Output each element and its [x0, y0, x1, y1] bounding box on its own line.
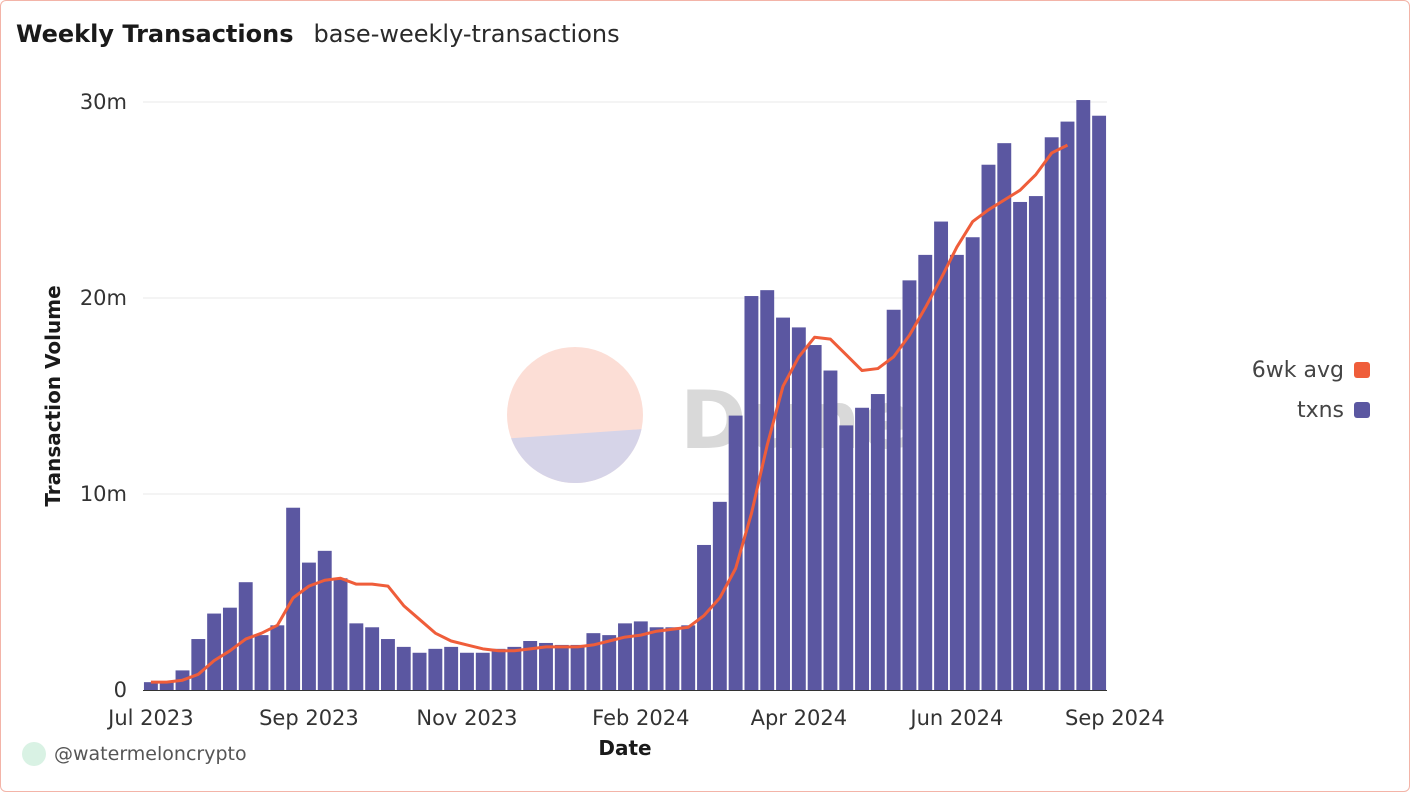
- x-axis-ticks: Jul 2023 Sep 2023 Nov 2023 Feb 2024 Apr 2024…: [106, 706, 1165, 730]
- bar-txns: [554, 644, 569, 690]
- legend-item-txns[interactable]: txns: [1200, 390, 1370, 430]
- bar-txns: [870, 394, 885, 690]
- dune-watermark: Dune: [507, 347, 915, 483]
- bar-series-txns: [143, 100, 1107, 691]
- bar-txns: [317, 550, 332, 690]
- bar-txns: [270, 625, 285, 690]
- bar-txns: [301, 562, 316, 690]
- bar-txns: [349, 623, 364, 690]
- bar-txns: [586, 633, 601, 690]
- bar-txns: [143, 682, 158, 690]
- bar-txns: [428, 648, 443, 690]
- bar-txns: [254, 635, 269, 690]
- bar-txns: [1076, 100, 1091, 691]
- chart-query-name: base-weekly-transactions: [313, 20, 620, 48]
- bar-txns: [855, 407, 870, 690]
- legend-label-6wk-avg: 6wk avg: [1251, 357, 1344, 383]
- legend-label-txns: txns: [1296, 397, 1344, 423]
- bar-txns: [965, 237, 980, 691]
- chart-legend: 6wk avg txns: [1200, 350, 1370, 430]
- bar-txns: [649, 627, 664, 690]
- bar-txns: [902, 280, 917, 690]
- bar-txns: [1060, 121, 1075, 691]
- bar-txns: [460, 652, 474, 690]
- bar-txns: [744, 296, 759, 690]
- bar-txns: [238, 582, 253, 690]
- y-tick-label: 20m: [80, 286, 127, 310]
- bar-txns: [380, 639, 395, 690]
- bar-txns: [539, 642, 553, 690]
- bar-txns: [618, 623, 632, 690]
- bar-txns: [981, 164, 996, 691]
- bar-txns: [807, 345, 822, 690]
- x-tick-label: Jun 2024: [908, 706, 1003, 730]
- bar-txns: [444, 646, 459, 690]
- bar-txns: [997, 143, 1012, 690]
- bar-txns: [412, 652, 427, 690]
- legend-item-6wk-avg[interactable]: 6wk avg: [1200, 350, 1370, 390]
- bar-txns: [633, 621, 648, 690]
- bar-txns: [728, 415, 743, 690]
- bar-txns: [665, 627, 680, 690]
- bar-txns: [823, 370, 838, 690]
- bar-txns: [491, 648, 506, 690]
- bar-txns: [333, 578, 348, 690]
- x-tick-label: Apr 2024: [751, 706, 847, 730]
- bar-txns: [207, 613, 222, 690]
- chart-title: Weekly Transactions: [16, 20, 294, 48]
- y-tick-label: 30m: [80, 90, 127, 114]
- author-handle: @watermeloncrypto: [54, 743, 247, 765]
- x-tick-label: Feb 2024: [592, 706, 689, 730]
- bar-txns: [697, 544, 711, 690]
- y-tick-label: 10m: [80, 482, 127, 506]
- author-credit[interactable]: @watermeloncrypto: [22, 742, 247, 766]
- bar-txns: [839, 425, 854, 690]
- bar-txns: [949, 254, 964, 690]
- x-axis-title: Date: [598, 736, 651, 760]
- bar-txns: [191, 639, 206, 690]
- bar-txns: [159, 682, 174, 690]
- legend-swatch-6wk-avg-icon: [1354, 362, 1370, 378]
- x-tick-label: Sep 2024: [1065, 706, 1165, 730]
- bar-txns: [760, 290, 775, 690]
- watermark-circle-bottom-icon: [511, 429, 642, 483]
- bar-txns: [570, 644, 585, 690]
- x-tick-label: Sep 2023: [259, 706, 359, 730]
- bar-txns: [681, 625, 696, 690]
- bar-txns: [1044, 137, 1059, 690]
- chart-header: Weekly Transactions base-weekly-transact…: [16, 20, 620, 48]
- watermelon-avatar-icon: [22, 742, 46, 766]
- y-axis-ticks: 0 10m 20m 30m: [80, 90, 127, 702]
- bar-txns: [934, 221, 949, 690]
- x-tick-label: Jul 2023: [106, 706, 193, 730]
- bar-txns: [918, 254, 933, 690]
- bar-txns: [507, 646, 522, 690]
- bar-txns: [222, 607, 237, 690]
- x-tick-label: Nov 2023: [416, 706, 517, 730]
- bar-txns: [1028, 196, 1043, 690]
- bar-txns: [602, 635, 617, 690]
- line-series-6wk-avg: [150, 143, 1069, 684]
- bar-txns: [791, 327, 806, 690]
- bar-txns: [396, 646, 411, 690]
- bar-txns: [1013, 201, 1028, 690]
- legend-swatch-txns-icon: [1354, 402, 1370, 418]
- y-axis-title: Transaction Volume: [41, 285, 65, 506]
- bar-txns: [523, 641, 538, 690]
- bar-txns: [365, 627, 380, 690]
- bar-txns: [475, 652, 490, 690]
- bar-txns: [1092, 115, 1107, 691]
- bar-txns: [886, 309, 901, 690]
- bar-txns: [776, 317, 790, 690]
- y-tick-label: 0: [114, 678, 127, 702]
